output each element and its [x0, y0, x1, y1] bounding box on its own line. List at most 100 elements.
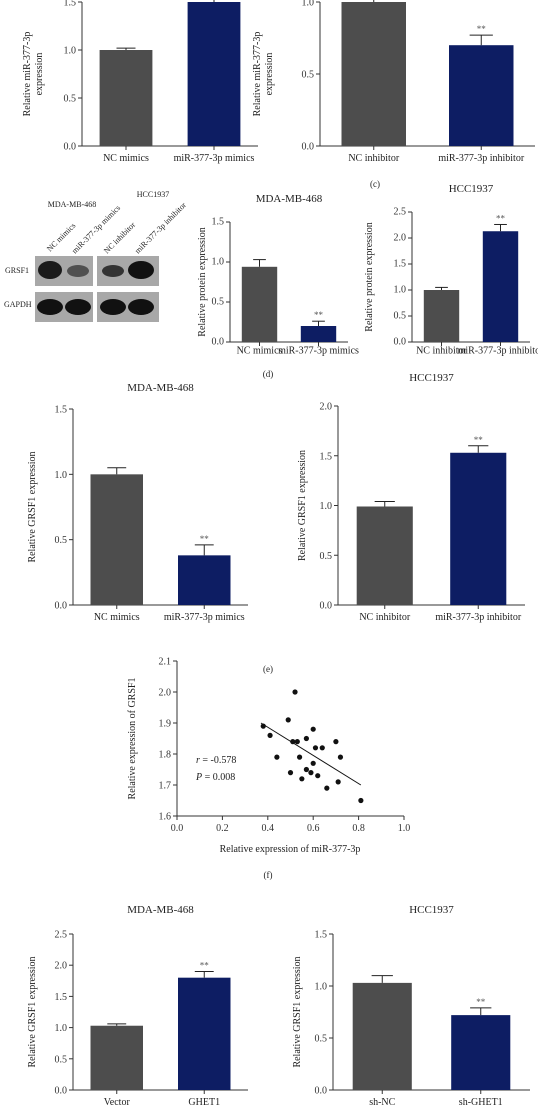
data-point [324, 786, 329, 791]
x-tick-label: 0.6 [307, 823, 320, 834]
bar [483, 231, 518, 342]
y-tick-label: 1.6 [159, 812, 172, 823]
bar [91, 1026, 144, 1090]
x-tick-label: sh-NC [369, 1097, 395, 1107]
y-axis-label: Relative GRSF1 expression [292, 956, 303, 1067]
bar [178, 555, 231, 605]
significance-marker: ** [474, 435, 484, 445]
blot-band [128, 261, 154, 279]
bar [342, 2, 407, 146]
data-point [358, 798, 363, 803]
y-tick-label: 1.5 [55, 992, 68, 1003]
data-point [311, 727, 316, 732]
y-tick-label: 1.9 [159, 719, 172, 730]
y-tick-label: 0.5 [64, 94, 77, 105]
western-blot: MDA-MB-468 HCC1937 NC mimics miR-377-3p … [4, 190, 188, 322]
data-point [292, 689, 297, 694]
data-point [286, 717, 291, 722]
data-point [304, 767, 309, 772]
data-point [313, 745, 318, 750]
bar [449, 45, 514, 146]
significance-marker: ** [314, 310, 324, 320]
y-tick-label: 0.5 [394, 310, 407, 321]
blot-row-label: GRSF1 [5, 266, 29, 275]
bar [188, 2, 241, 146]
chart-title: MDA-MB-468 [127, 904, 194, 916]
x-tick-label: 0.4 [262, 823, 275, 834]
panel-label-d: (d) [263, 369, 274, 379]
x-tick-label: NC mimics [237, 346, 283, 357]
x-tick-label: NC inhibitor [359, 612, 411, 623]
chart-title: HCC1937 [409, 372, 454, 384]
y-tick-label: 1.5 [320, 451, 333, 462]
y-axis-label: expression [264, 53, 275, 96]
regression-line [261, 723, 361, 785]
y-tick-label: 0.5 [302, 70, 315, 81]
x-tick-label: NC mimics [103, 153, 149, 164]
x-tick-label: NC inhibitor [348, 153, 400, 164]
y-tick-label: 1.5 [212, 216, 225, 227]
data-point [333, 739, 338, 744]
y-axis-label: Relative miR-377-3p [252, 32, 263, 117]
x-axis-label: Relative expression of miR-377-3p [220, 844, 361, 855]
chart-g-left: 0.00.51.01.52.02.5Vector GHET1**MDA-MB-46… [27, 904, 248, 1107]
blot-band [100, 299, 126, 315]
y-axis-label: Relative expression of GRSF1 [127, 678, 138, 800]
blot-band [128, 299, 154, 315]
y-tick-label: 0.0 [315, 1086, 328, 1097]
blot-lane-label: NC inhibitor [102, 220, 137, 255]
x-tick-label: 1.0 [398, 823, 411, 834]
chart-title: HCC1937 [409, 904, 454, 916]
data-point [320, 745, 325, 750]
bar [178, 978, 231, 1090]
blot-lane-label: miR-377-3p inhibitor [133, 200, 188, 255]
panel-label-e: (e) [263, 664, 273, 674]
significance-marker: ** [496, 213, 506, 223]
y-tick-label: 1.5 [315, 930, 328, 941]
y-tick-label: 1.0 [55, 1023, 68, 1034]
x-tick-label: miR-377-3p mimics [164, 612, 245, 623]
y-axis-label: Relative miR-377-3p [22, 32, 33, 117]
chart-f-scatter: 1.6 1.7 1.8 1.9 2.0 2.1 0.0 0.2 0.4 0.6 0.8 1.0 r = … [127, 657, 410, 856]
x-tick-label: 0.2 [216, 823, 229, 834]
chart-d-right: 0.0 0.5 1.0 1.5 2.0 2.5 NC inhibitormiR-377-3p… [364, 183, 538, 357]
panel-label-f: (f) [264, 870, 273, 880]
y-tick-label: 1.5 [55, 405, 68, 416]
chart-e-left: 0.00.51.01.5NC mimics miR-377-3p mimics**… [27, 382, 248, 623]
y-tick-label: 1.7 [159, 781, 172, 792]
y-tick-label: 2.0 [159, 688, 172, 699]
y-tick-label: 1.5 [394, 258, 407, 269]
bar [451, 1015, 510, 1090]
y-tick-label: 2.0 [320, 402, 333, 413]
y-axis-label: Relative GRSF1 expression [27, 451, 38, 562]
blot-cell-line-2: HCC1937 [137, 190, 169, 199]
chart-title: HCC1937 [449, 183, 494, 195]
y-tick-label: 2.0 [55, 961, 68, 972]
y-tick-label: 2.5 [394, 206, 407, 217]
x-tick-label: miR-377-3p mimics [174, 153, 255, 164]
y-axis-label: Relative GRSF1 expression [27, 956, 38, 1067]
y-tick-label: 0.0 [302, 142, 315, 153]
y-tick-label: 0.5 [55, 535, 68, 546]
data-point [336, 779, 341, 784]
y-tick-label: 0.0 [64, 142, 77, 153]
bar [353, 983, 412, 1090]
y-tick-label: 1.0 [55, 470, 68, 481]
y-axis-label: Relative GRSF1 expression [297, 450, 308, 561]
x-tick-label: sh-GHET1 [459, 1097, 503, 1107]
x-tick-label: Vector [104, 1097, 131, 1107]
y-tick-label: 1.5 [64, 0, 77, 9]
x-tick-label: miR-377-3p inhibitor [438, 153, 525, 164]
data-point [288, 770, 293, 775]
data-point [295, 739, 300, 744]
y-tick-label: 2.5 [55, 930, 68, 941]
chart-c-left: 0.0 0.5 1.0 1.5 NC mimics miR-377-3p mimics Re… [22, 0, 258, 164]
bar [242, 267, 277, 342]
y-tick-label: 2.0 [394, 232, 407, 243]
y-tick-label: 1.0 [394, 284, 407, 295]
bar [91, 474, 144, 605]
chart-c-right: 0.0 0.5 1.0 NC inhibitor miR-377-3p inhibito… [252, 0, 535, 164]
significance-marker: ** [200, 534, 210, 544]
data-point [304, 736, 309, 741]
